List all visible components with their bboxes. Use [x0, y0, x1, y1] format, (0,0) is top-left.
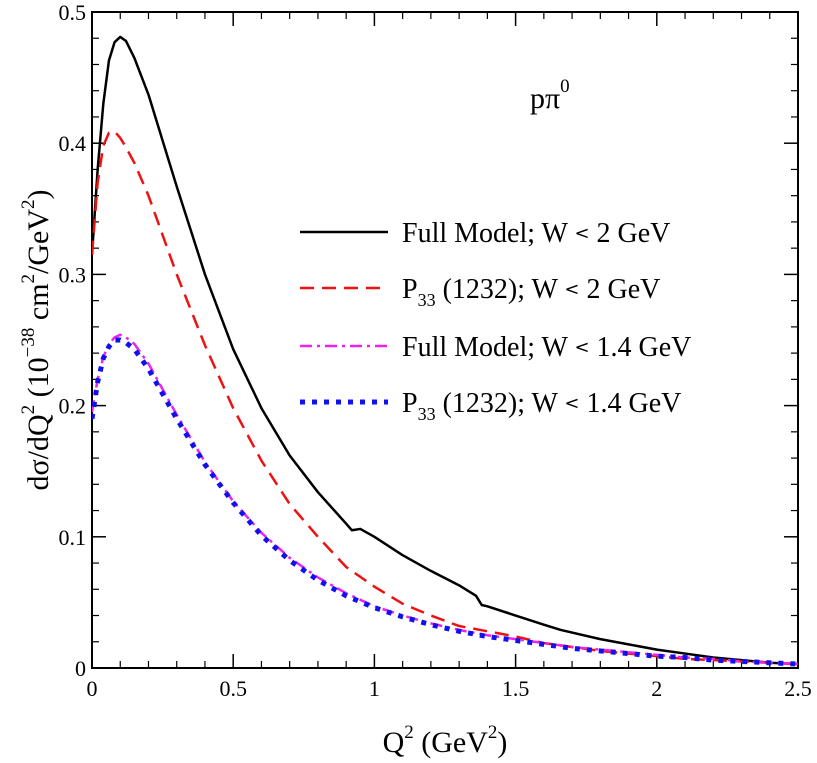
ylabel-sup: 2 — [18, 274, 39, 284]
legend: Full Model; W < 2 GeV P33 (1232); W < 2 … — [300, 218, 691, 424]
y-tick-label: 0.4 — [59, 131, 87, 156]
legend-label-full-model-w14: Full Model; W < 1.4 GeV — [402, 332, 691, 363]
y-tick-label: 0.5 — [59, 0, 87, 25]
legend-text: Full Model; W — [402, 218, 574, 249]
ylabel-part: ) — [22, 189, 55, 199]
legend-lt: < — [574, 337, 589, 358]
xlabel-rest-sup: 2 — [488, 722, 498, 743]
xlabel-sup: 2 — [404, 722, 414, 743]
xlabel-rest-close: ) — [497, 726, 507, 759]
legend-label-p33-w14: P33 (1232); W < 1.4 GeV — [402, 388, 681, 424]
series-line-2 — [92, 333, 798, 666]
legend-label-full-model-w2: Full Model; W < 2 GeV — [402, 218, 670, 249]
legend-text: (1232); W — [436, 274, 565, 305]
legend-text: 1.4 GeV — [580, 388, 682, 419]
legend-text: P — [402, 274, 418, 305]
legend-lt: < — [564, 393, 579, 414]
legend-text: P — [402, 388, 418, 419]
legend-text: (1232); W — [436, 388, 565, 419]
x-tick-label: 1.5 — [502, 676, 530, 701]
series-line-0 — [92, 35, 798, 666]
y-tick-label: 0.1 — [59, 525, 87, 550]
ylabel-part: dσ/dQ — [22, 414, 55, 491]
plot-frame — [91, 11, 799, 669]
legend-text: 1.4 GeV — [590, 332, 692, 363]
series-line-1 — [92, 130, 798, 666]
x-axis-label: Q2 (GeV2) — [383, 722, 508, 759]
ylabel-part: (10 — [22, 357, 55, 405]
legend-sub: 33 — [418, 290, 436, 310]
y-axis-label: dσ/dQ2 (10−38 cm2/GeV2) — [18, 189, 55, 490]
legend-label-p33-w2: P33 (1232); W < 2 GeV — [402, 274, 660, 310]
legend-lt: < — [574, 223, 589, 244]
y-tick-label: 0 — [75, 656, 86, 681]
annotation-sup: 0 — [560, 76, 570, 97]
ylabel-part: cm — [22, 283, 55, 327]
x-tick-label: 1 — [369, 676, 380, 701]
legend-lt: < — [564, 279, 579, 300]
y-tick-label: 0.2 — [59, 394, 87, 419]
ylabel-sup: −38 — [18, 328, 39, 358]
annotation-base: pπ — [530, 82, 560, 115]
tick-labels: 0 0.5 1 1.5 2 2.5 0 0.1 0.2 0.3 0.4 0.5 — [59, 0, 812, 701]
x-tick-label: 0 — [87, 676, 98, 701]
legend-text: Full Model; W — [402, 332, 574, 363]
y-tick-label: 0.3 — [59, 262, 87, 287]
ylabel-part: /GeV — [22, 209, 55, 274]
ylabel-sup: 2 — [18, 199, 39, 209]
x-tick-label: 2 — [651, 676, 662, 701]
axis-ticks — [91, 11, 799, 669]
chart-annotation: pπ0 — [530, 76, 570, 115]
series-layer — [92, 35, 798, 667]
legend-sub: 33 — [418, 404, 436, 424]
xlabel-rest: (GeV — [414, 726, 488, 759]
x-tick-label: 0.5 — [219, 676, 247, 701]
xlabel-base: Q — [383, 726, 405, 759]
legend-text: 2 GeV — [580, 274, 661, 305]
ylabel-sup: 2 — [18, 405, 39, 415]
x-tick-label: 2.5 — [784, 676, 812, 701]
legend-text: 2 GeV — [590, 218, 671, 249]
